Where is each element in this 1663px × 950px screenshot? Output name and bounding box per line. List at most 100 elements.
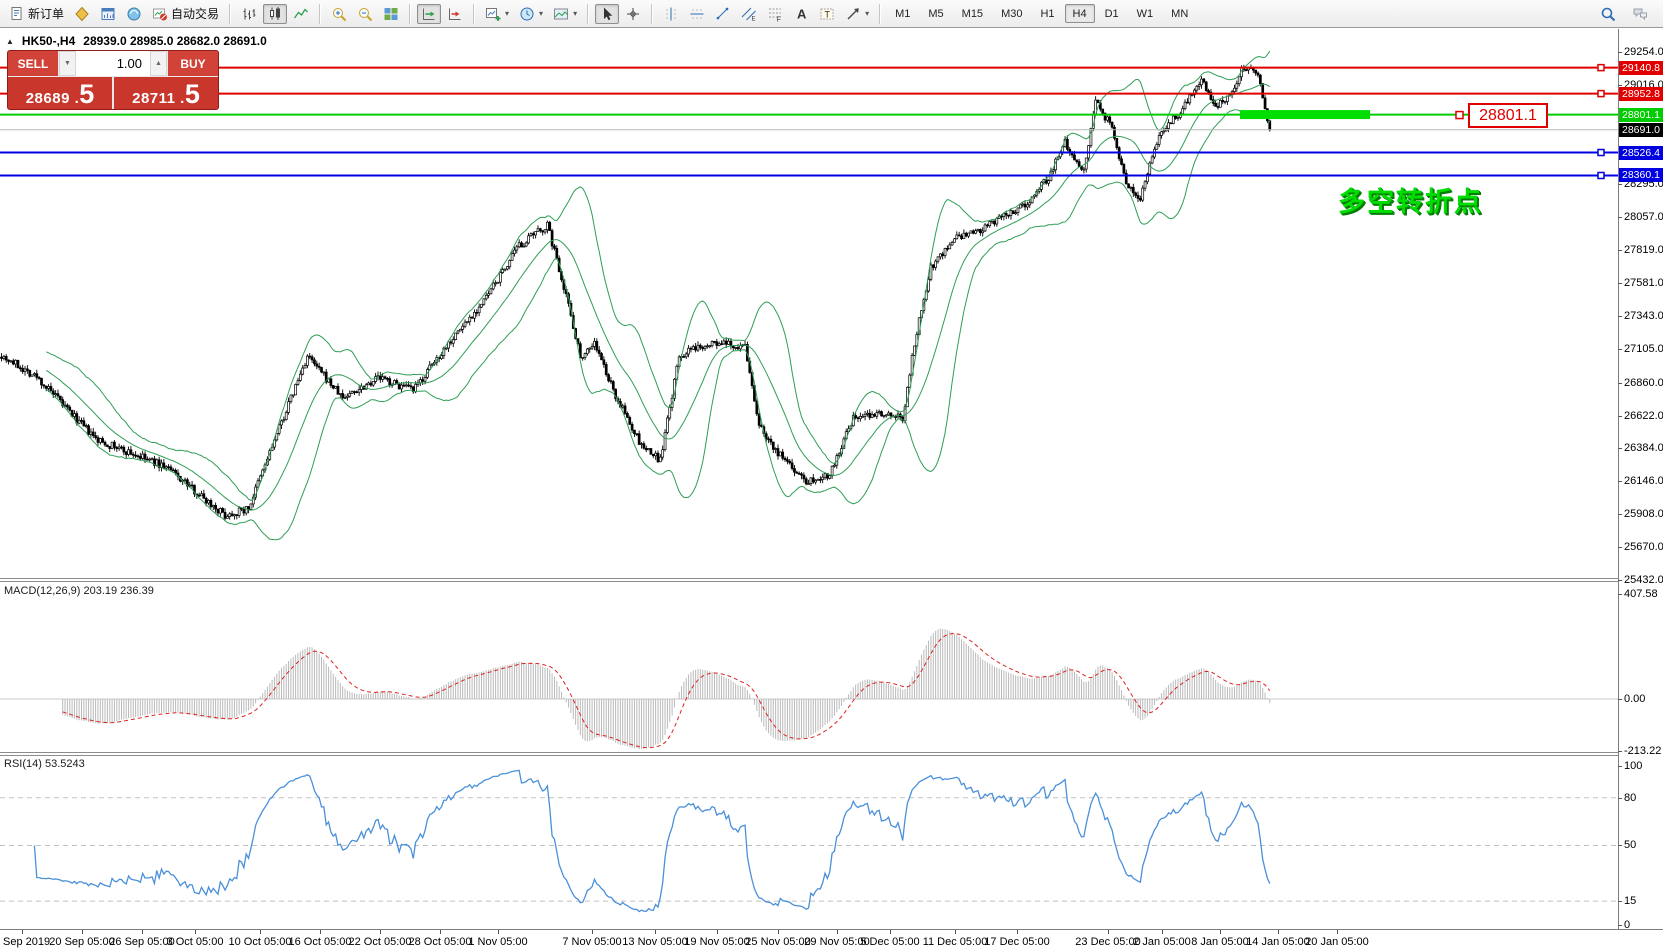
timeframe-m15-button[interactable]: M15 <box>961 7 984 20</box>
new-order-button[interactable]: 新订单 <box>5 4 68 24</box>
collapse-arrow-icon[interactable]: ▲ <box>6 36 14 46</box>
search-button[interactable] <box>1596 4 1620 24</box>
price-tick-mark <box>1618 84 1622 86</box>
buy-price[interactable]: 28711 .5 <box>114 77 218 109</box>
crosshair-button[interactable] <box>621 4 645 24</box>
sell-button[interactable]: SELL <box>8 51 58 76</box>
volume-stepper: ▼ 1.00 ▲ <box>58 51 168 76</box>
zoom-in-button[interactable] <box>327 4 351 24</box>
time-tick-mark <box>655 930 656 934</box>
timeframe-m1-button[interactable]: M1 <box>895 7 911 20</box>
time-tick-mark <box>837 930 838 934</box>
price-tick-mark <box>1618 316 1622 317</box>
timeframe-d1-button[interactable]: D1 <box>1104 7 1119 20</box>
time-tick-mark <box>890 930 891 934</box>
time-tick-mark <box>1108 930 1109 934</box>
toolbar: 新订单 自动交易 ▾ ▾ ▾ E F A T ▾ M1 M5 M15 M30 H1 H4 D1 W1 MN <box>0 0 1663 28</box>
toolbar-separator <box>473 3 476 24</box>
trendline-icon <box>716 7 729 19</box>
chinese-annotation-text[interactable]: 多空转折点 <box>1338 187 1483 217</box>
arrows-button[interactable]: ▾ <box>841 4 873 24</box>
toolbar-separator <box>879 3 882 24</box>
dropdown-caret-icon[interactable]: ▾ <box>539 9 544 18</box>
time-tick-mark <box>955 930 956 934</box>
data-window-button[interactable] <box>96 4 120 24</box>
dropdown-caret-icon[interactable]: ▾ <box>573 9 578 18</box>
price-axis-border <box>1618 29 1619 929</box>
time-tick-label: 19 Nov 05:00 <box>684 936 750 948</box>
time-tick-mark <box>440 930 441 934</box>
price-level-label-object[interactable]: 28801.1 <box>1468 103 1548 128</box>
time-tick-label: 14 Jan 05:00 <box>1246 936 1310 948</box>
time-tick-mark <box>778 930 779 934</box>
timeframe-m30-button[interactable]: M30 <box>1001 7 1023 20</box>
macd-tick-mark <box>1618 699 1622 700</box>
vertical-line-button[interactable] <box>659 4 683 24</box>
svg-text:A: A <box>797 6 807 21</box>
candlestick-chart-button[interactable] <box>263 3 288 24</box>
price-tick-label: 26146.0 <box>1624 475 1663 488</box>
periods-button[interactable]: ▾ <box>515 4 547 24</box>
autotrading-button[interactable]: 自动交易 <box>148 4 223 24</box>
rsi-tick-mark <box>1618 845 1622 846</box>
equidistant-channel-button[interactable]: E <box>737 4 761 24</box>
panel-separator[interactable] <box>0 578 1618 579</box>
cursor-button[interactable] <box>595 3 620 24</box>
time-tick-label: 16 Oct 05:00 <box>288 936 352 948</box>
timeframe-m5-button[interactable]: M5 <box>928 7 944 20</box>
price-tick-label: 27343.0 <box>1624 310 1663 322</box>
time-tick-label: 25 Nov 05:00 <box>745 936 811 948</box>
ohlc-values: 28939.0 28985.0 28682.0 28691.0 <box>83 34 267 48</box>
price-chart-canvas[interactable] <box>0 29 1618 578</box>
zoom-out-button[interactable] <box>353 4 377 24</box>
new-chart-button[interactable]: ▾ <box>481 4 513 24</box>
data-window-icon <box>101 7 115 20</box>
current-price-badge: 28691.0 <box>1619 122 1663 137</box>
market-watch-button[interactable] <box>70 4 94 24</box>
volume-increase-button[interactable]: ▲ <box>150 51 167 76</box>
sell-price-main: 28689 . <box>25 90 80 107</box>
timeframe-mn-button[interactable]: MN <box>1171 7 1189 20</box>
templates-button[interactable]: ▾ <box>549 4 581 24</box>
auto-scroll-button[interactable] <box>417 3 442 24</box>
buy-price-big: 5 <box>184 79 200 109</box>
macd-panel-canvas[interactable] <box>0 582 1618 752</box>
panel-separator[interactable] <box>0 581 1618 582</box>
volume-decrease-button[interactable]: ▼ <box>59 51 76 76</box>
timeframe-h4-button[interactable]: H4 <box>1064 4 1095 23</box>
time-tick-mark <box>320 930 321 934</box>
bar-chart-button[interactable] <box>237 4 261 24</box>
time-tick-mark <box>22 930 23 934</box>
fibonacci-button[interactable]: F <box>763 4 787 24</box>
navigator-button[interactable] <box>122 4 146 24</box>
text-button[interactable]: A <box>789 4 813 24</box>
time-tick-label: 1 Nov 05:00 <box>468 936 528 948</box>
time-tick-label: 10 Oct 05:00 <box>228 936 292 948</box>
toolbar-separator <box>409 3 412 24</box>
panel-separator[interactable] <box>0 755 1618 756</box>
toolbar-separator <box>587 3 590 24</box>
time-tick-mark <box>592 930 593 934</box>
rsi-tick-mark <box>1618 766 1622 767</box>
text-label-button[interactable]: T <box>815 4 839 24</box>
dropdown-caret-icon[interactable]: ▾ <box>505 9 510 18</box>
buy-button[interactable]: BUY <box>168 51 218 76</box>
chart-shift-button[interactable] <box>443 4 467 24</box>
tile-windows-icon <box>384 7 398 20</box>
panel-separator[interactable] <box>0 752 1618 753</box>
trendline-button[interactable] <box>711 4 735 24</box>
sell-price[interactable]: 28689 .5 <box>8 77 114 109</box>
timeframe-w1-button[interactable]: W1 <box>1136 7 1154 20</box>
dropdown-caret-icon[interactable]: ▾ <box>865 9 870 18</box>
line-chart-button[interactable] <box>289 4 313 24</box>
volume-value[interactable]: 1.00 <box>76 51 150 76</box>
timeframe-h1-button[interactable]: H1 <box>1040 7 1055 20</box>
horizontal-line-button[interactable] <box>685 4 709 24</box>
toolbar-separator <box>229 3 232 24</box>
rsi-panel-canvas[interactable] <box>0 756 1618 928</box>
tile-windows-button[interactable] <box>379 4 403 24</box>
chart-shift-icon <box>449 8 461 20</box>
price-tick-mark <box>1618 547 1622 549</box>
community-button[interactable] <box>1628 4 1652 24</box>
